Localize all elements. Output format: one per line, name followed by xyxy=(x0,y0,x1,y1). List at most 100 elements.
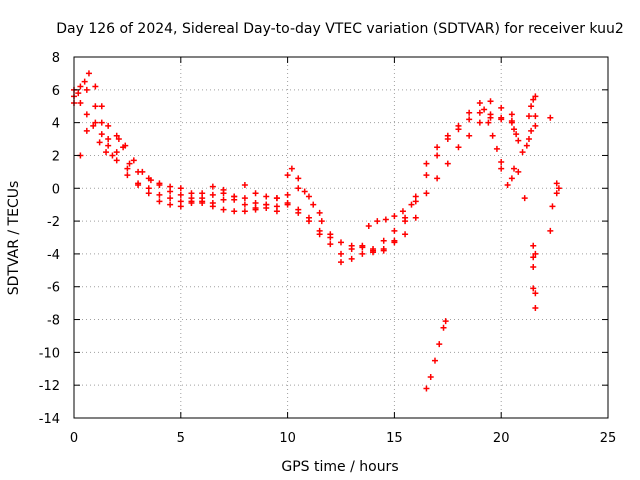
x-tick-label: 5 xyxy=(177,431,185,446)
y-tick-label: -10 xyxy=(39,346,60,361)
data-point xyxy=(105,122,112,129)
data-point xyxy=(427,373,434,380)
data-point xyxy=(553,190,560,197)
data-point xyxy=(489,132,496,139)
data-point xyxy=(147,177,154,184)
data-point xyxy=(231,208,238,215)
data-point xyxy=(188,195,195,202)
data-point xyxy=(508,117,515,124)
data-point xyxy=(530,264,537,271)
data-point xyxy=(530,242,537,249)
data-point xyxy=(122,142,129,149)
y-tick-label: 4 xyxy=(52,117,60,132)
data-point xyxy=(284,172,291,179)
data-point xyxy=(504,181,511,188)
data-point xyxy=(532,250,539,257)
data-point xyxy=(77,83,84,90)
data-point xyxy=(374,218,381,225)
data-point xyxy=(487,98,494,105)
data-point xyxy=(365,223,372,230)
data-point xyxy=(83,111,90,118)
data-point xyxy=(318,218,325,225)
data-point xyxy=(530,96,537,103)
data-point xyxy=(431,357,438,364)
data-point xyxy=(220,186,227,193)
data-point xyxy=(124,172,131,179)
y-tick-label: -8 xyxy=(47,314,60,329)
data-point xyxy=(412,198,419,205)
data-point xyxy=(436,341,443,348)
data-point xyxy=(241,195,248,202)
data-point xyxy=(113,149,120,156)
data-point xyxy=(532,290,539,297)
data-point xyxy=(423,172,430,179)
data-point xyxy=(380,247,387,254)
data-point xyxy=(338,239,344,246)
data-point xyxy=(549,203,556,210)
y-tick-label: -12 xyxy=(39,379,60,394)
data-point xyxy=(113,132,120,139)
data-point xyxy=(493,145,500,152)
data-point xyxy=(167,195,174,202)
data-point xyxy=(327,234,334,241)
data-point xyxy=(382,216,389,223)
data-point xyxy=(434,152,441,159)
data-point xyxy=(513,131,520,138)
data-point xyxy=(515,137,522,144)
y-tick-label: -6 xyxy=(47,281,60,296)
data-point xyxy=(167,188,174,195)
data-point xyxy=(199,190,206,197)
data-point xyxy=(402,231,409,238)
data-point xyxy=(145,190,152,197)
axis-ticks: 0 5 10 15 20 25 -14 -12 -10 -8 -6 -4 -2 0 2 4 6 8 xyxy=(39,51,617,446)
data-point xyxy=(391,213,398,220)
x-tick-label: 25 xyxy=(600,431,617,446)
data-point xyxy=(476,109,483,116)
data-point xyxy=(177,185,184,192)
data-point xyxy=(508,111,515,118)
data-point xyxy=(444,160,451,167)
data-point xyxy=(167,201,174,208)
plot-border xyxy=(73,56,609,419)
data-point xyxy=(530,254,537,261)
data-point xyxy=(130,157,137,164)
y-axis-label: SDTVAR / TECUs xyxy=(6,181,22,296)
data-point xyxy=(295,185,302,192)
data-point xyxy=(532,93,539,100)
data-point xyxy=(476,119,483,126)
data-point xyxy=(98,103,105,110)
data-point xyxy=(252,200,259,207)
x-tick-label: 15 xyxy=(386,431,403,446)
data-point xyxy=(466,109,473,116)
data-point xyxy=(263,193,270,200)
data-points xyxy=(71,70,562,392)
y-tick-label: 8 xyxy=(52,51,60,66)
data-point xyxy=(316,209,323,216)
data-point xyxy=(92,119,99,126)
data-point xyxy=(440,324,447,331)
data-point xyxy=(466,132,473,139)
data-point xyxy=(399,208,406,215)
data-point xyxy=(252,206,259,213)
data-point xyxy=(263,201,270,208)
data-point xyxy=(481,106,488,113)
data-point xyxy=(530,285,537,292)
data-point xyxy=(273,195,280,202)
data-point xyxy=(511,126,518,133)
data-point xyxy=(92,83,99,90)
data-point xyxy=(252,190,259,197)
data-point xyxy=(90,122,97,129)
data-point xyxy=(408,201,415,208)
data-point xyxy=(532,122,539,129)
x-axis-label: GPS time / hours xyxy=(281,459,398,475)
data-point xyxy=(310,201,317,208)
data-point xyxy=(156,181,163,188)
data-point xyxy=(327,241,334,248)
data-point xyxy=(156,198,163,205)
y-tick-label: 0 xyxy=(52,182,60,197)
data-point xyxy=(553,180,560,187)
data-point xyxy=(241,201,248,208)
data-point xyxy=(547,114,554,121)
data-point xyxy=(528,103,535,110)
